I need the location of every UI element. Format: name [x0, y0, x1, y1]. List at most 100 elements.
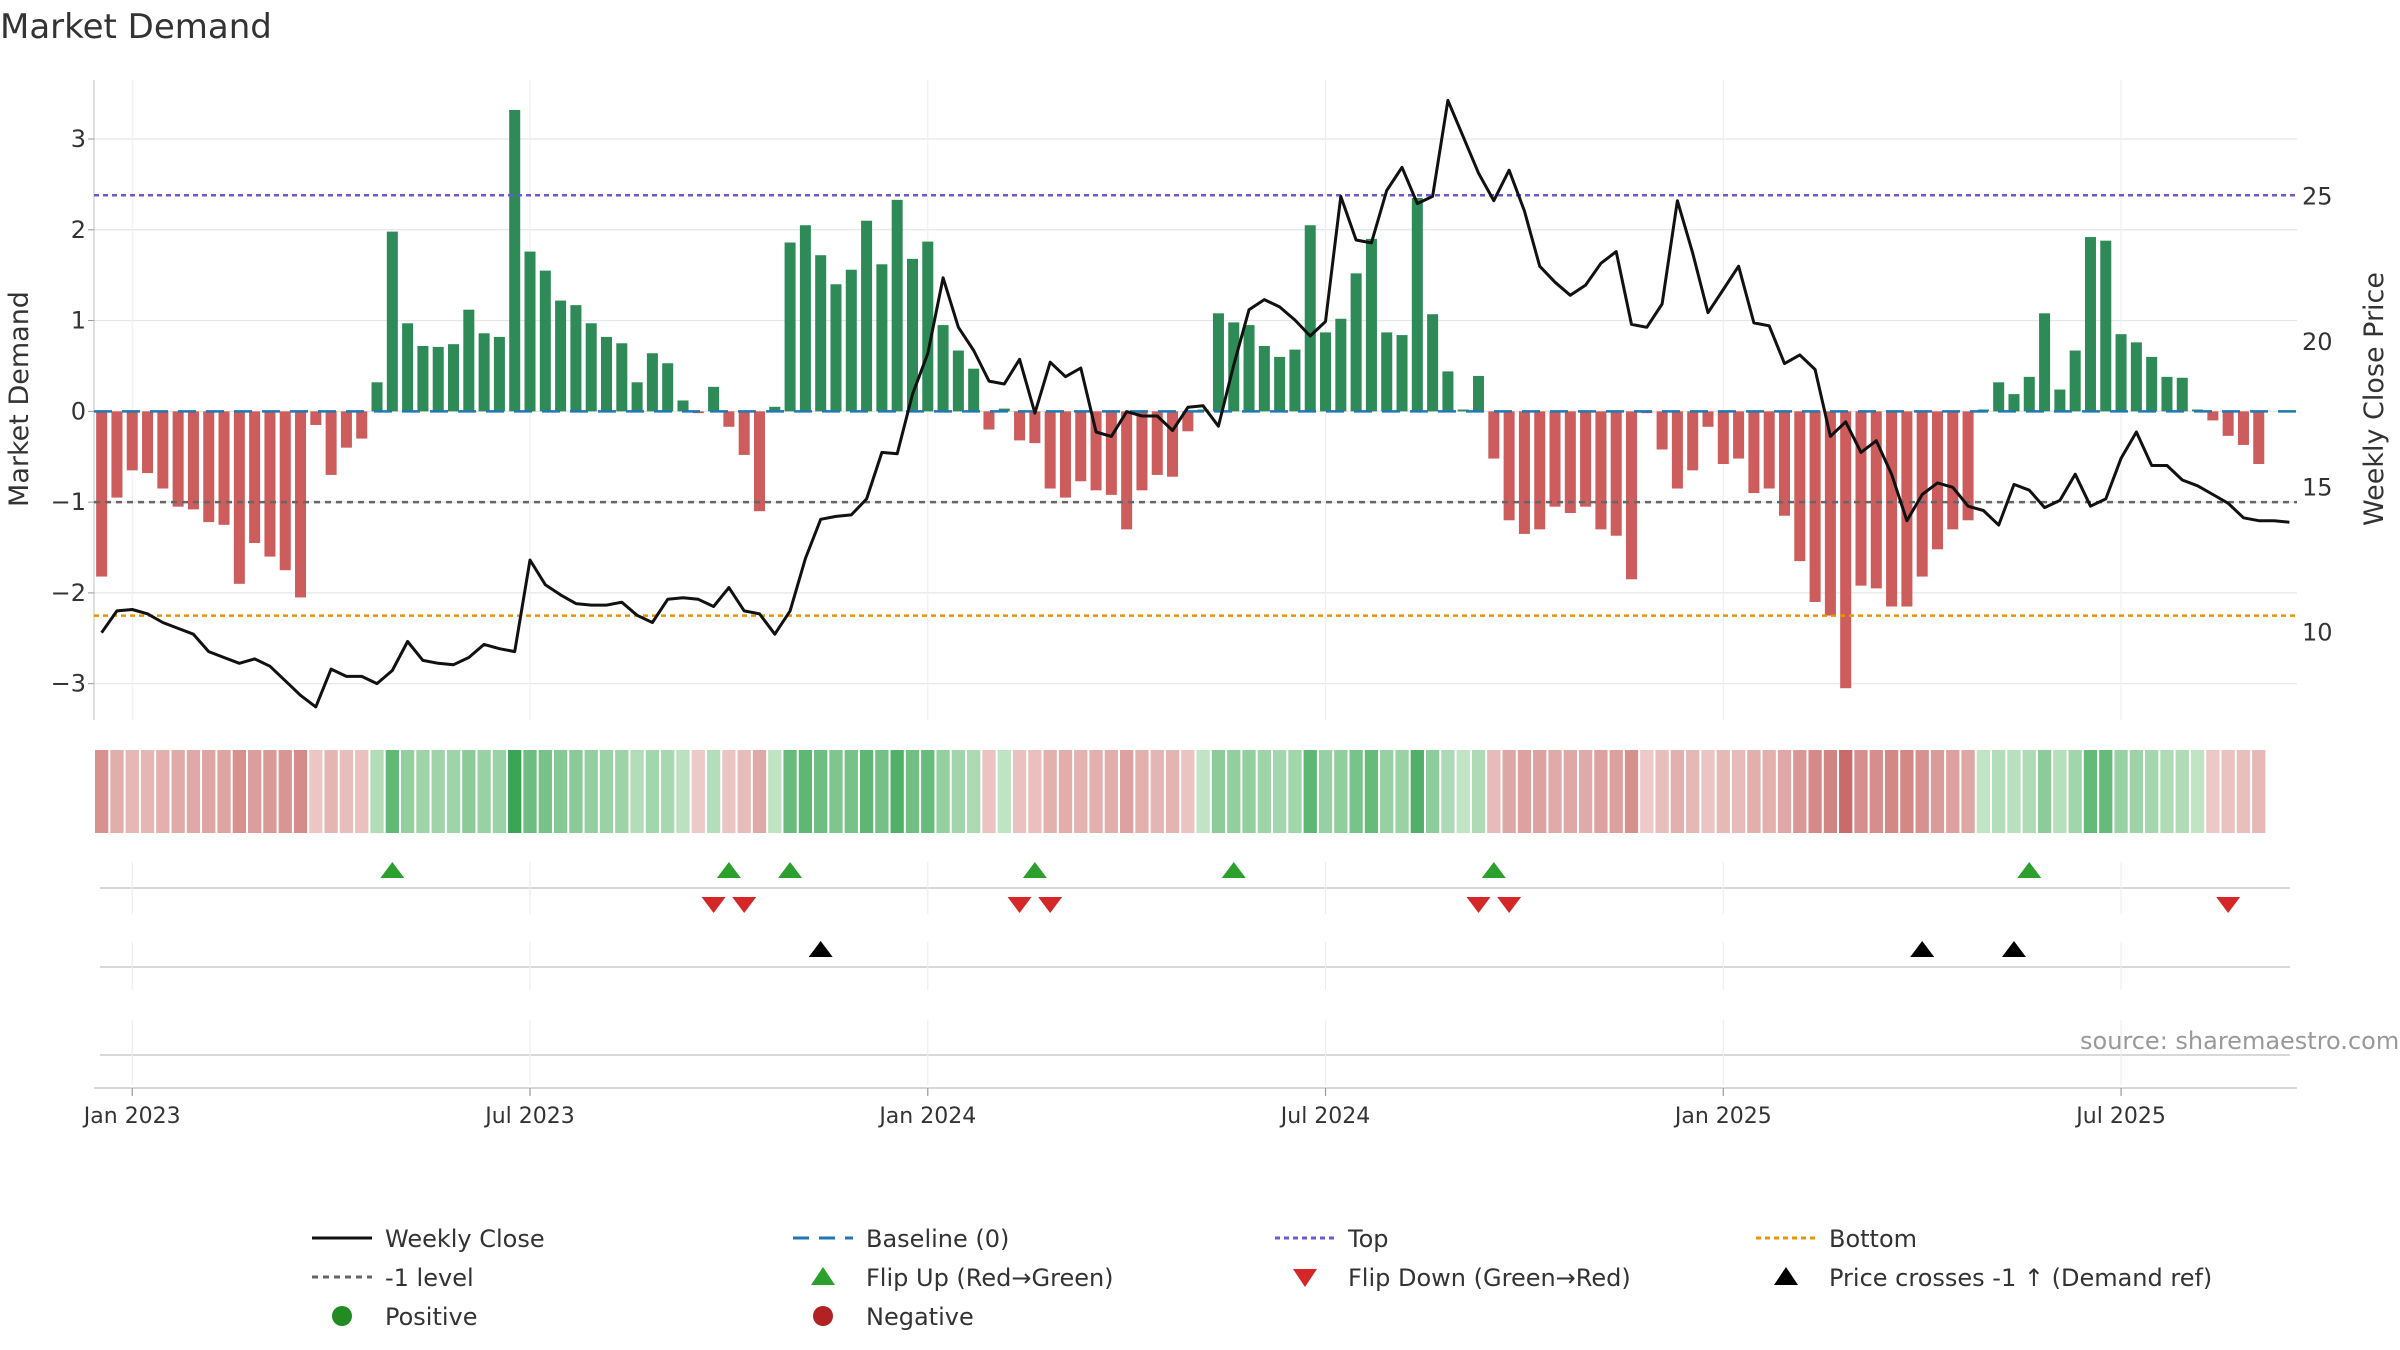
- flip-up-marker: [1022, 862, 1047, 878]
- demand-bar: [1778, 411, 1791, 516]
- demand-bar: [906, 258, 918, 412]
- demand-bar: [1243, 325, 1255, 412]
- demand-bar: [2008, 394, 2020, 412]
- demand-bar: [1947, 411, 1959, 530]
- x-tick-label: Jul 2023: [483, 1104, 575, 1129]
- heat-cell: [1471, 750, 1486, 833]
- demand-bar: [1167, 411, 1179, 477]
- heat-cell: [523, 750, 537, 833]
- flip-down-marker: [1466, 897, 1491, 913]
- heat-cell: [737, 750, 751, 833]
- x-tick-label: Jul 2025: [2074, 1104, 2166, 1129]
- heat-cell: [1563, 750, 1577, 833]
- demand-bar: [891, 199, 903, 412]
- heat-cell: [263, 750, 277, 833]
- demand-bar: [1136, 411, 1148, 491]
- heat-cell: [905, 750, 920, 833]
- demand-bar: [1626, 411, 1638, 580]
- demand-bar: [784, 242, 796, 412]
- demand-bar: [279, 411, 291, 571]
- demand-bar: [1442, 371, 1454, 412]
- heat-cell: [1288, 750, 1302, 833]
- demand-bar: [585, 323, 597, 412]
- legend-label: Bottom: [1829, 1225, 1917, 1253]
- demand-bar: [753, 411, 765, 512]
- demand-bar: [1075, 411, 1087, 482]
- demand-bar: [1457, 409, 1469, 412]
- heat-cell: [324, 750, 338, 833]
- heat-cell: [1410, 750, 1424, 833]
- heat-cell: [1823, 750, 1838, 833]
- heat-cell: [370, 750, 384, 833]
- flip-down-marker: [1497, 897, 1522, 913]
- heat-cell: [722, 750, 736, 833]
- x-tick-label: Jul 2024: [1279, 1104, 1371, 1129]
- demand-bar: [417, 345, 429, 412]
- heat-cell: [462, 750, 476, 833]
- legend-label: Positive: [385, 1303, 478, 1331]
- heat-cell: [232, 750, 246, 833]
- demand-bar: [2222, 411, 2234, 436]
- demand-bar: [1090, 411, 1102, 491]
- heat-cell: [1640, 750, 1654, 833]
- left-axis-label: Market Demand: [4, 291, 35, 507]
- heat-cell: [584, 750, 598, 833]
- heat-cell: [1089, 750, 1103, 833]
- heat-cell: [615, 750, 629, 833]
- heat-cell: [875, 750, 889, 833]
- heat-cell: [1150, 750, 1164, 833]
- demand-bar: [126, 411, 138, 471]
- legend-label: Flip Up (Red→Green): [866, 1264, 1114, 1292]
- heat-cell: [355, 750, 369, 833]
- heat-cell: [859, 750, 874, 833]
- price-line: [100, 98, 2290, 709]
- heat-cell: [2206, 750, 2220, 833]
- demand-bar: [1289, 349, 1301, 412]
- demand-bar: [1580, 411, 1592, 507]
- heat-cell: [1670, 750, 1685, 833]
- heat-cell: [1762, 750, 1776, 833]
- demand-bar: [386, 231, 398, 412]
- heat-cell: [921, 750, 935, 833]
- demand-bar: [631, 382, 643, 412]
- flip-down-marker: [2216, 897, 2241, 913]
- heat-cell: [2053, 750, 2067, 833]
- legend-item-positive: Positive: [332, 1303, 478, 1331]
- legend-item-top: Top: [1275, 1225, 1389, 1253]
- legend-label: Top: [1347, 1225, 1389, 1253]
- right-axis-label: Weekly Close Price: [2359, 272, 2390, 526]
- left-axis: 3 2 1 0 −1 −2 −3: [51, 125, 94, 698]
- demand-bar: [1182, 411, 1194, 432]
- demand-bar: [769, 406, 781, 412]
- heat-cell: [1992, 750, 2006, 833]
- demand-bar: [509, 109, 521, 412]
- demand-bar: [968, 368, 980, 412]
- heat-cell: [1012, 750, 1027, 833]
- flip-up-marker: [380, 862, 405, 878]
- demand-bar: [600, 336, 613, 412]
- heat-cell: [1915, 750, 1929, 833]
- demand-bar: [340, 411, 352, 448]
- heat-cell: [2007, 750, 2021, 833]
- flip-up-marker: [716, 862, 741, 878]
- demand-bar: [1748, 411, 1760, 494]
- demand-bar: [493, 336, 505, 412]
- demand-bar: [2039, 313, 2051, 412]
- demand-bar: [478, 333, 490, 412]
- heat-cell: [706, 750, 721, 833]
- demand-bar: [157, 411, 169, 489]
- heat-strip: [95, 750, 2266, 833]
- legend-swatch: [1774, 1267, 1798, 1285]
- legend-swatch: [811, 1267, 835, 1285]
- heat-cell: [309, 750, 323, 833]
- heat-cell: [829, 750, 843, 833]
- heat-cell: [400, 750, 415, 833]
- heat-cell: [156, 750, 170, 833]
- heat-cell: [1701, 750, 1715, 833]
- demand-bar: [1350, 273, 1362, 412]
- demand-bar: [203, 411, 215, 523]
- heat-cell: [2160, 750, 2174, 833]
- demand-bar: [1503, 411, 1515, 521]
- left-tick-label: −1: [51, 488, 86, 516]
- heat-cell: [538, 750, 552, 833]
